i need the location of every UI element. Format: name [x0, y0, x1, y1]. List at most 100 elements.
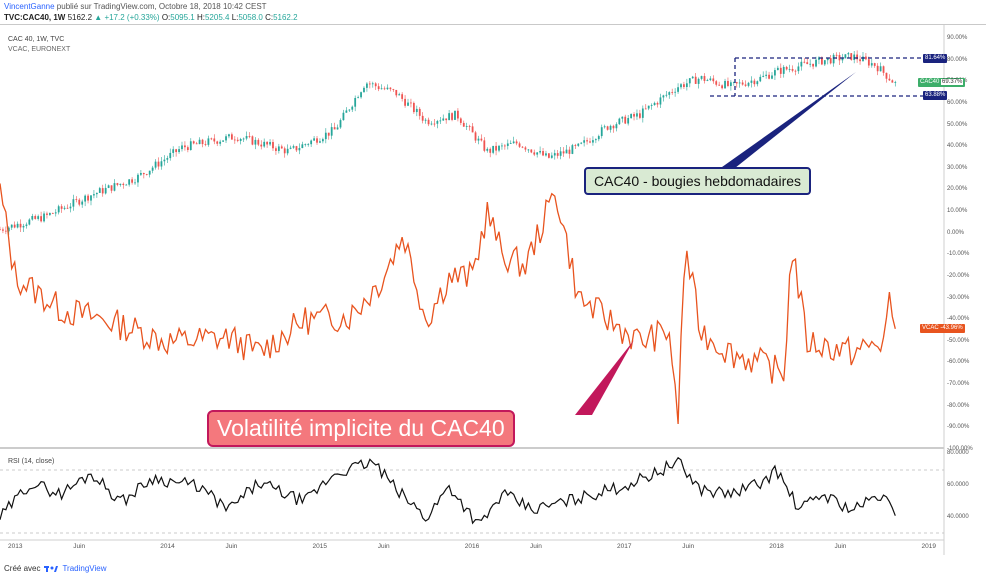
candle-body — [850, 53, 853, 60]
candle-body — [771, 75, 773, 79]
candle-body — [791, 68, 794, 71]
main-series-legend[interactable]: CAC 40, 1W, TVC — [8, 36, 65, 43]
candle-body — [301, 144, 304, 149]
candle-body — [501, 145, 503, 147]
candle-body — [377, 86, 380, 90]
time-tick-label: 2019 — [921, 543, 936, 550]
candle-body — [762, 75, 765, 77]
candle-body — [415, 108, 418, 113]
candle-body — [395, 89, 398, 96]
candle-body — [486, 148, 489, 151]
candle-body — [201, 139, 204, 145]
candle-body — [862, 56, 864, 62]
overlay-series-legend[interactable]: VCAC, EURONEXT — [8, 46, 71, 53]
publish-info: VincentGanne publié sur TradingView.com,… — [4, 2, 267, 11]
candle-body — [139, 173, 142, 175]
candle-body — [113, 183, 116, 191]
candle-body — [665, 94, 668, 96]
footer-brand-link[interactable]: TradingView — [62, 564, 107, 573]
author-link[interactable]: VincentGanne — [4, 2, 55, 11]
candle-body — [4, 230, 7, 232]
candle-body — [876, 65, 879, 72]
candle-body — [703, 76, 706, 81]
price-tick-label: -80.00% — [947, 402, 970, 409]
candle-body — [319, 141, 321, 143]
candle-body — [186, 147, 189, 150]
candle-body — [345, 110, 348, 113]
candle-body — [442, 118, 445, 121]
candle-body — [641, 108, 644, 118]
candle-body — [451, 113, 453, 120]
symbol-label: TVC:CAC40, 1W — [4, 13, 66, 22]
candle-body — [383, 88, 386, 90]
candle-body — [756, 81, 759, 85]
candle-body — [882, 66, 885, 73]
candle-body — [275, 148, 277, 151]
candle-body — [765, 74, 768, 76]
candle-body — [280, 146, 283, 149]
candle-body — [612, 125, 615, 129]
candle-body — [480, 138, 483, 141]
candle-body — [63, 207, 66, 209]
candle-body — [457, 110, 459, 119]
candle-body — [134, 182, 136, 184]
candle-body — [832, 54, 835, 64]
close-value: 5162.2 — [273, 13, 298, 22]
high-label: H: — [196, 13, 205, 22]
candle-body — [680, 84, 682, 88]
candle-body — [225, 136, 227, 141]
candle-body — [354, 97, 357, 107]
candle-body — [674, 91, 677, 93]
candle-body — [169, 152, 172, 159]
rsi-legend[interactable]: RSI (14, close) — [8, 458, 55, 465]
candle-body — [430, 123, 433, 125]
candle-body — [891, 80, 894, 83]
candle-body — [336, 127, 339, 130]
open-label: O: — [161, 13, 171, 22]
candlestick-series — [0, 50, 897, 236]
rsi-line — [0, 456, 896, 525]
candle-body — [269, 142, 271, 145]
candle-body — [228, 134, 230, 137]
time-tick-label: 2016 — [464, 543, 480, 550]
candle-body — [239, 139, 242, 141]
candle-body — [219, 141, 222, 144]
candle-body — [727, 80, 729, 86]
cac-price-badge: CAC40 69.37% — [918, 78, 966, 87]
candle-body — [54, 212, 57, 214]
candle-body — [351, 106, 354, 110]
time-tick-label: Juin — [529, 543, 542, 550]
time-tick-label: 2014 — [160, 543, 175, 550]
candle-body — [407, 102, 409, 106]
candle-body — [468, 126, 471, 127]
candle-body — [724, 80, 726, 89]
candle-body — [57, 206, 60, 213]
candle-body — [483, 140, 486, 151]
time-tick-label: 2015 — [312, 543, 327, 550]
candle-body — [539, 151, 542, 153]
candle-body — [835, 54, 838, 56]
candle-body — [93, 194, 95, 196]
candle-body — [474, 132, 477, 141]
candle-body — [600, 127, 603, 137]
rsi-tick-label: 40.0000 — [947, 514, 969, 520]
candle-body — [448, 113, 451, 121]
candle-body — [548, 153, 550, 158]
candle-body — [471, 126, 474, 133]
candle-body — [586, 140, 588, 142]
candle-body — [189, 141, 192, 150]
candle-body — [292, 146, 295, 148]
close-label: C: — [265, 13, 274, 22]
candle-body — [95, 192, 98, 195]
candle-body — [841, 58, 844, 61]
candle-body — [436, 121, 439, 124]
candle-body — [151, 167, 154, 171]
candle-body — [412, 102, 415, 113]
candle-body — [530, 149, 533, 153]
candle-body — [210, 138, 213, 140]
cac-badge-value: 69.37% — [941, 79, 964, 85]
price-tick-label: -50.00% — [947, 337, 970, 344]
candle-body — [750, 80, 753, 83]
candle-body — [101, 188, 104, 194]
